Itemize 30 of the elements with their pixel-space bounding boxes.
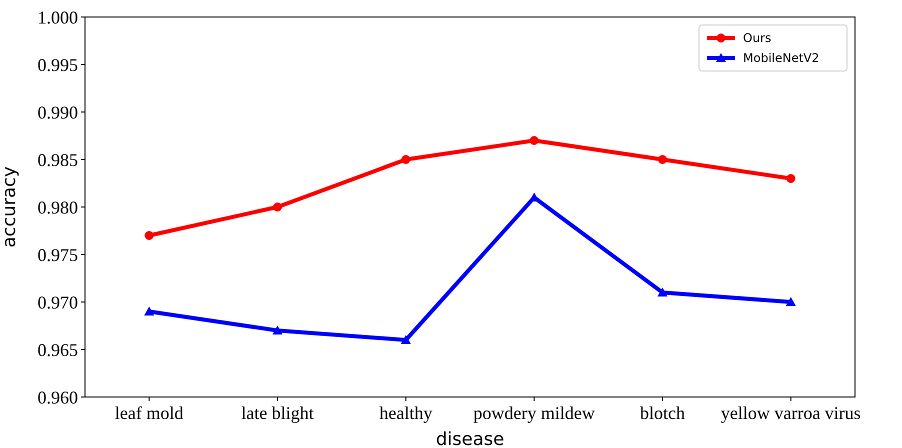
- point: [530, 136, 539, 145]
- point: [658, 155, 667, 164]
- x-tick-label: leaf mold: [114, 403, 184, 423]
- point: [658, 288, 668, 296]
- x-tick-label: late blight: [241, 403, 314, 423]
- point: [400, 335, 411, 344]
- legend-label: MobileNetV2: [743, 51, 820, 66]
- point: [786, 174, 796, 183]
- y-tick-label: 0.985: [38, 150, 78, 170]
- y-tick-label: 0.980: [38, 197, 78, 218]
- y-tick-label: 0.965: [38, 340, 78, 360]
- point: [144, 306, 154, 316]
- y-tick-label: 0.970: [38, 292, 78, 312]
- x-axis-title: disease: [436, 429, 504, 448]
- y-tick-label: 0.990: [38, 102, 78, 122]
- point: [273, 202, 282, 212]
- y-tick-label: 0.960: [38, 387, 78, 408]
- y-tick-label: 0.995: [38, 54, 78, 75]
- legend-label: Ours: [743, 31, 772, 46]
- point: [786, 297, 796, 306]
- point: [144, 231, 154, 240]
- x-tick-label: powdery mildew: [473, 403, 595, 423]
- y-tick-label: 1.000: [38, 7, 78, 28]
- point: [272, 326, 282, 334]
- x-tick-label: yellow varroa virus: [720, 403, 861, 423]
- point: [401, 155, 410, 164]
- x-tick-label: healthy: [379, 403, 432, 423]
- y-axis-title: accuracy: [0, 166, 20, 248]
- y-tick-label: 0.975: [38, 244, 78, 265]
- x-tick-label: blotch: [640, 403, 685, 423]
